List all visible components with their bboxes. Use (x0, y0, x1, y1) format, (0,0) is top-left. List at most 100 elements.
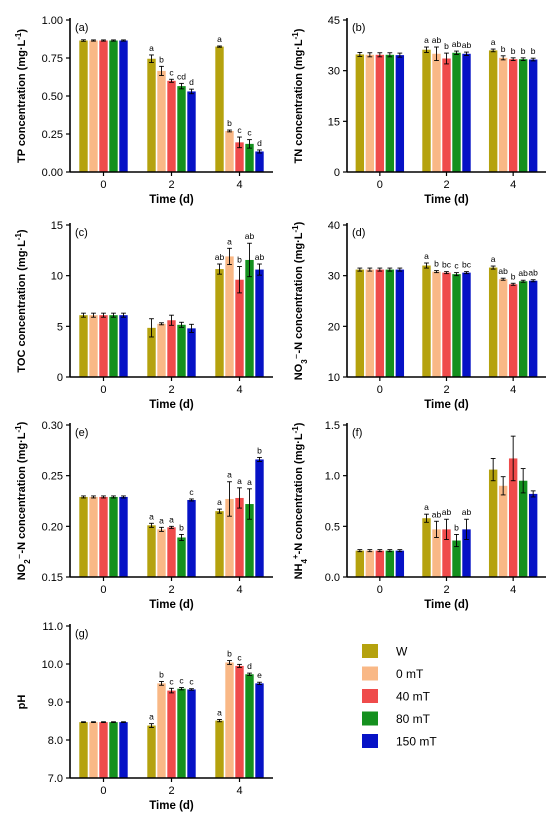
bar (488, 469, 498, 577)
significance-letter: c (179, 676, 184, 686)
y-tick-label: 10.0 (42, 659, 63, 671)
y-tick-label: 30 (328, 66, 340, 78)
x-tick-label: 4 (236, 179, 242, 191)
significance-letter: a (424, 35, 429, 45)
significance-letter: a (237, 476, 242, 486)
significance-letter: b (521, 46, 526, 56)
legend-label: 150 mT (396, 735, 437, 749)
panel-label: (f) (352, 427, 362, 439)
bar (215, 269, 224, 377)
significance-letter: a (217, 34, 222, 44)
y-tick-label: 15 (328, 116, 340, 128)
x-tick-label: 4 (236, 785, 242, 797)
legend-label: 80 mT (396, 712, 431, 726)
bar (355, 54, 365, 172)
significance-letter: b (531, 46, 536, 56)
bar (528, 493, 538, 577)
legend-label: W (396, 645, 408, 659)
bar (79, 40, 88, 172)
bar (235, 665, 244, 778)
bar (177, 324, 186, 377)
significance-letter: c (169, 67, 174, 77)
x-tick-label: 2 (443, 179, 449, 191)
bar (187, 499, 196, 577)
significance-letter: b (501, 44, 506, 54)
y-tick-label: 45 (328, 15, 340, 27)
bar (432, 529, 441, 577)
bar (385, 269, 395, 377)
bar (215, 511, 224, 577)
bar (235, 279, 244, 377)
bar (422, 518, 431, 577)
bar (375, 269, 385, 377)
y-axis-title: NO3⁻-N concentration (mg·L-1) (291, 221, 309, 380)
x-tick-label: 4 (510, 584, 516, 596)
y-tick-label: 0.25 (42, 129, 63, 141)
bar (109, 722, 118, 778)
bar (235, 142, 244, 172)
significance-letter: ab (442, 507, 452, 517)
bar (395, 550, 405, 577)
y-tick-label: 0.20 (42, 521, 63, 533)
bar (245, 259, 254, 377)
significance-letter: d (247, 661, 252, 671)
significance-letter: a (424, 251, 429, 261)
significance-letter: ab (528, 268, 538, 278)
x-axis-title: Time (d) (424, 194, 469, 206)
bar (157, 529, 166, 577)
bar (177, 86, 186, 172)
significance-letter: c (237, 652, 242, 662)
x-tick-label: 0 (377, 584, 383, 596)
y-tick-label: 1.5 (325, 420, 340, 432)
panel-label: (d) (352, 227, 365, 239)
bar (109, 315, 118, 377)
bar (452, 274, 461, 377)
y-tick-label: 11.0 (42, 621, 63, 633)
bar (255, 683, 264, 778)
x-axis-title: Time (d) (424, 599, 469, 611)
legend-swatch (362, 644, 378, 658)
bar (157, 323, 166, 377)
bar (528, 59, 538, 172)
bar (89, 496, 98, 577)
panel-label: (c) (75, 227, 88, 239)
x-tick-label: 2 (168, 584, 174, 596)
y-tick-label: 1.0 (325, 471, 340, 483)
bar (508, 458, 518, 577)
bar (215, 720, 224, 778)
y-tick-label: 8.0 (48, 735, 63, 747)
bar (518, 480, 528, 577)
x-tick-label: 4 (510, 384, 516, 396)
bar (99, 315, 108, 377)
x-tick-label: 2 (443, 384, 449, 396)
bar (157, 683, 166, 778)
significance-letter: c (454, 261, 459, 271)
bar (442, 529, 451, 577)
bar (109, 40, 118, 172)
significance-letter: a (169, 514, 174, 524)
significance-letter: ab (452, 39, 462, 49)
bar (187, 91, 196, 172)
bar (508, 284, 518, 377)
y-axis-title: NH4+-N concentration (mg·L-1) (291, 422, 309, 579)
bar (355, 550, 365, 577)
significance-letter: c (189, 677, 194, 687)
bar (157, 70, 166, 172)
x-tick-label: 2 (168, 384, 174, 396)
bar (385, 550, 395, 577)
y-tick-label: 10 (51, 271, 63, 283)
bar (245, 504, 254, 577)
legend: W 0 mT 40 mT 80 mT 150 mT (362, 644, 437, 749)
bar (119, 496, 128, 577)
significance-letter: b (444, 41, 449, 51)
bar (462, 529, 471, 577)
bar (119, 40, 128, 172)
y-tick-label: 20 (328, 321, 340, 333)
significance-letter: cd (177, 71, 186, 81)
significance-letter: b (511, 46, 516, 56)
x-tick-label: 0 (377, 179, 383, 191)
bar (528, 280, 538, 377)
significance-letter: b (159, 669, 164, 679)
